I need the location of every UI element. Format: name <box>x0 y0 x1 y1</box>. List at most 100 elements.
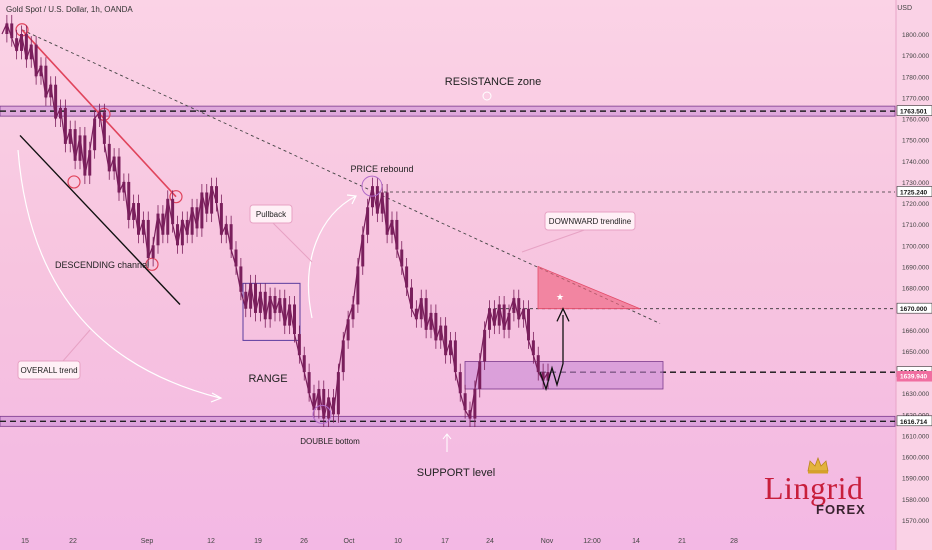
candle-body <box>229 224 233 250</box>
candle-body <box>507 312 511 330</box>
candle-body <box>132 203 136 220</box>
candle-body <box>258 291 262 313</box>
y-tick-label: 1720.000 <box>902 201 929 208</box>
candle-body <box>10 23 14 39</box>
downtrend-callout-box <box>544 211 636 231</box>
candle-body <box>497 304 501 326</box>
y-tick-label: 1700.000 <box>902 243 929 250</box>
candle-body <box>512 298 516 313</box>
candle-body <box>312 393 316 411</box>
candle-body <box>210 186 214 214</box>
y-tick-label: 1710.000 <box>902 222 929 229</box>
candle-body <box>297 334 301 356</box>
overall-trend-curve <box>17 149 221 399</box>
lingrid-logo: Lingrid FOREX <box>764 456 884 520</box>
y-tick-label: 1760.000 <box>902 117 929 124</box>
touch-point-2 <box>169 190 183 204</box>
candle-body <box>283 298 287 326</box>
candle-body <box>332 397 335 415</box>
demand-zone <box>464 361 664 390</box>
candle-body <box>380 192 384 214</box>
candle-body <box>410 287 413 309</box>
candle-body <box>39 65 43 77</box>
candle-body <box>146 219 150 258</box>
candle-body <box>224 224 228 235</box>
overall-trend-callout-box <box>17 360 81 380</box>
candle-body <box>307 372 311 394</box>
candle-body <box>98 112 101 119</box>
candle-body <box>68 129 72 144</box>
candle-body <box>531 340 535 356</box>
candle-body <box>522 308 526 320</box>
price-label: 1670.000 <box>900 306 927 313</box>
channel-lower-line <box>19 134 181 305</box>
price-label: 1639.940 <box>900 374 927 381</box>
candle-body <box>29 44 33 60</box>
price-axis-bg <box>896 0 932 550</box>
candle-body <box>263 291 267 320</box>
candle-body <box>400 249 404 267</box>
candle-body <box>273 296 277 313</box>
support-level-label: SUPPORT level <box>417 467 495 479</box>
price-label-box <box>896 186 932 197</box>
candle-body <box>541 372 545 381</box>
candle-body <box>449 340 452 356</box>
candle-body <box>293 304 296 335</box>
range-label: RANGE <box>248 373 287 385</box>
candle-body <box>151 245 155 258</box>
candle-body <box>141 219 145 235</box>
pullback-callout-box <box>249 204 293 224</box>
y-tick-label: 1730.000 <box>902 180 929 187</box>
x-tick-label: Nov <box>541 538 554 545</box>
candle-body <box>405 266 409 288</box>
x-tick-label: 15 <box>21 538 29 545</box>
price-label-box <box>896 370 932 382</box>
candle-body <box>83 135 87 176</box>
x-tick-label: 24 <box>486 538 494 545</box>
candle-body <box>34 44 38 77</box>
candle-body <box>424 298 428 330</box>
y-tick-label: 1780.000 <box>902 74 929 81</box>
crown-icon <box>807 456 829 474</box>
rebound-circle <box>361 175 383 197</box>
candle-body <box>200 192 204 229</box>
candle-body <box>102 112 106 144</box>
candle-body <box>185 219 189 235</box>
x-tick-label: 26 <box>300 538 308 545</box>
candle-body <box>351 304 355 320</box>
candle-body <box>180 219 184 246</box>
candle-body <box>278 298 282 313</box>
candle-body <box>361 234 365 267</box>
y-tick-label: 1600.000 <box>902 455 929 462</box>
descending-channel-label: DESCENDING channel <box>55 260 149 270</box>
x-tick-label: 19 <box>254 538 262 545</box>
y-tick-label: 1660.000 <box>902 328 929 335</box>
symbol-title: Gold Spot / U.S. Dollar, 1h, OANDA <box>6 5 133 14</box>
x-tick-label: 14 <box>632 538 640 545</box>
candle-body <box>395 219 399 250</box>
candle-body <box>336 372 340 415</box>
candle-body <box>502 304 506 330</box>
candle-body <box>473 388 477 419</box>
y-tick-label: 1750.000 <box>902 138 929 145</box>
price-rebound-label: PRICE rebound <box>350 164 413 174</box>
candle-body <box>463 393 467 411</box>
x-tick-label: 28 <box>730 538 738 545</box>
price-label: 1616.714 <box>900 419 927 426</box>
candle-body <box>88 150 92 176</box>
resistance-arrow-icon <box>482 91 492 101</box>
candle-body <box>341 340 345 373</box>
candle-body <box>5 23 9 34</box>
candle-body <box>205 192 209 214</box>
logo-sub: FOREX <box>816 502 866 517</box>
candle-body <box>268 296 272 320</box>
y-tick-label: 1580.000 <box>902 497 929 504</box>
y-tick-label: 1650.000 <box>902 349 929 356</box>
candle-body <box>317 388 321 411</box>
candle-body <box>171 198 175 225</box>
candle-body <box>488 308 491 330</box>
pullback-callout-text: Pullback <box>256 210 287 219</box>
overall-trend-arrow-icon <box>210 392 223 403</box>
candle-body <box>458 372 462 394</box>
